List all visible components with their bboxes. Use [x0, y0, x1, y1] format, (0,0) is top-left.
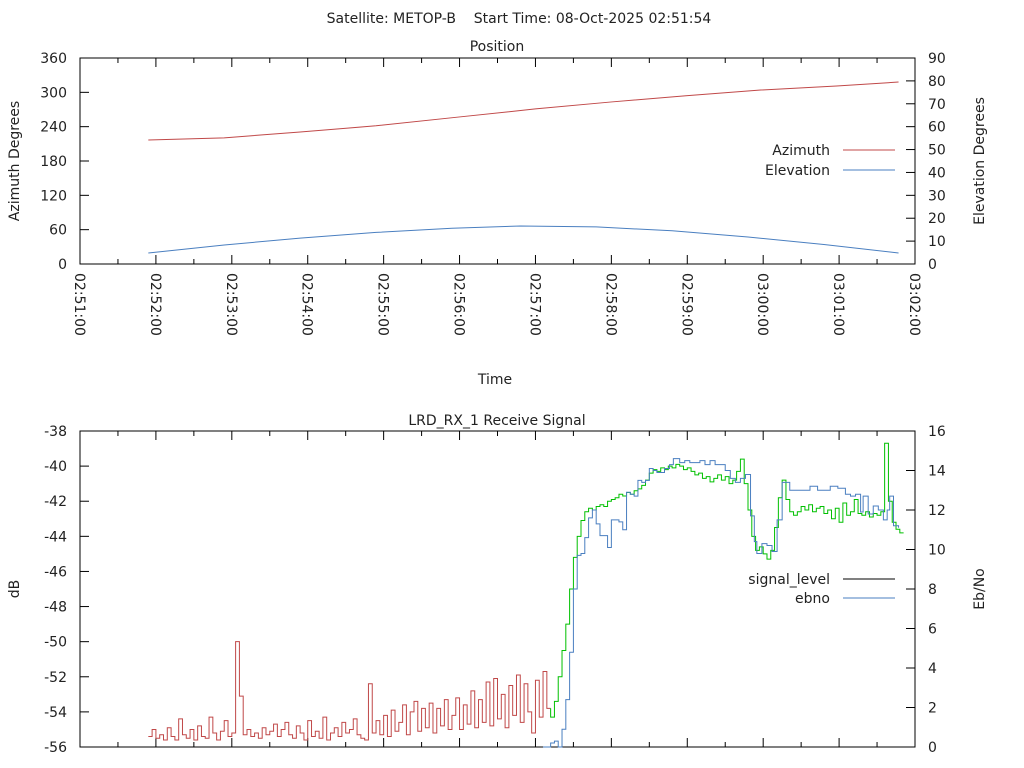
position-title: Position	[470, 39, 525, 55]
signal-y2-tick-label: 2	[928, 701, 937, 717]
position-x-tick-label: 03:02:00	[906, 273, 922, 336]
position-y2-tick-label: 50	[928, 143, 946, 159]
position-ylabel: Azimuth Degrees	[7, 101, 23, 221]
signal-y-tick-label: -50	[44, 635, 67, 651]
position-y-tick-label: 0	[58, 257, 67, 273]
signal-level-legend-label: signal_level	[748, 572, 830, 588]
position-x-tick-label: 02:51:00	[71, 273, 87, 336]
position-x-tick-label: 02:53:00	[223, 273, 239, 336]
position-y-tick-label: 240	[40, 120, 67, 136]
signal-y2-tick-label: 16	[928, 424, 946, 440]
azimuth-legend-label: Azimuth	[772, 143, 830, 159]
suptitle: Satellite: METOP-B Start Time: 08-Oct-20…	[327, 11, 712, 27]
ebno-line	[543, 458, 900, 748]
signal-level-line-low	[148, 641, 551, 741]
signal-y-tick-label: -42	[44, 494, 67, 510]
position-y2-tick-label: 80	[928, 74, 946, 90]
signal-y-tick-label: -56	[44, 740, 67, 756]
position-x-tick-label: 02:58:00	[602, 273, 618, 336]
azimuth-line	[148, 81, 899, 141]
elevation-line	[148, 225, 899, 254]
position-x-tick-label: 02:55:00	[375, 273, 391, 336]
position-y2-tick-label: 0	[928, 257, 937, 273]
position-y2-tick-label: 60	[928, 120, 946, 136]
position-y2-tick-label: 10	[928, 234, 946, 250]
signal-y2-tick-label: 0	[928, 740, 937, 756]
position-y2-tick-label: 70	[928, 97, 946, 113]
signal-y-tick-label: -46	[44, 564, 67, 580]
signal-y2-tick-label: 12	[928, 503, 946, 519]
position-y-tick-label: 120	[40, 188, 67, 204]
position-y-tick-label: 300	[40, 85, 67, 101]
signal-y-tick-label: -48	[44, 600, 67, 616]
signal-y-tick-label: -54	[44, 705, 67, 721]
signal-y-tick-label: -44	[44, 529, 67, 545]
signal-level-line-good	[550, 442, 904, 718]
position-x-tick-label: 02:57:00	[526, 273, 542, 336]
signal-y-tick-label: -38	[44, 424, 67, 440]
signal-y-tick-label: -40	[44, 459, 67, 475]
position-y2-tick-label: 20	[928, 211, 946, 227]
elevation-legend-label: Elevation	[765, 163, 830, 179]
signal-ylabel: dB	[7, 580, 23, 599]
position-x-tick-label: 02:54:00	[299, 273, 315, 336]
position-x-tick-label: 03:01:00	[830, 273, 846, 336]
signal-y2-tick-label: 4	[928, 661, 937, 677]
signal-title: LRD_RX_1 Receive Signal	[408, 413, 585, 429]
position-x-tick-label: 02:52:00	[147, 273, 163, 336]
signal-y2-tick-label: 10	[928, 543, 946, 559]
position-y2-tick-label: 90	[928, 51, 946, 67]
position-y2-tick-label: 30	[928, 188, 946, 204]
position-xlabel: Time	[477, 372, 512, 388]
signal-y2-tick-label: 6	[928, 622, 937, 638]
position-x-tick-label: 02:59:00	[678, 273, 694, 336]
signal-y-tick-label: -52	[44, 670, 67, 686]
position-y-tick-label: 60	[49, 223, 67, 239]
position-y-tick-label: 180	[40, 154, 67, 170]
position-y-tick-label: 360	[40, 51, 67, 67]
position-y2-tick-label: 40	[928, 165, 946, 181]
ebno-legend-label: ebno	[795, 591, 830, 607]
position-x-tick-label: 02:56:00	[451, 273, 467, 336]
position-y2label: Elevation Degrees	[972, 97, 988, 225]
signal-y2-tick-label: 14	[928, 464, 946, 480]
signal-y2label: Eb/No	[972, 568, 988, 610]
signal-y2-tick-label: 8	[928, 582, 937, 598]
position-x-tick-label: 03:00:00	[754, 273, 770, 336]
